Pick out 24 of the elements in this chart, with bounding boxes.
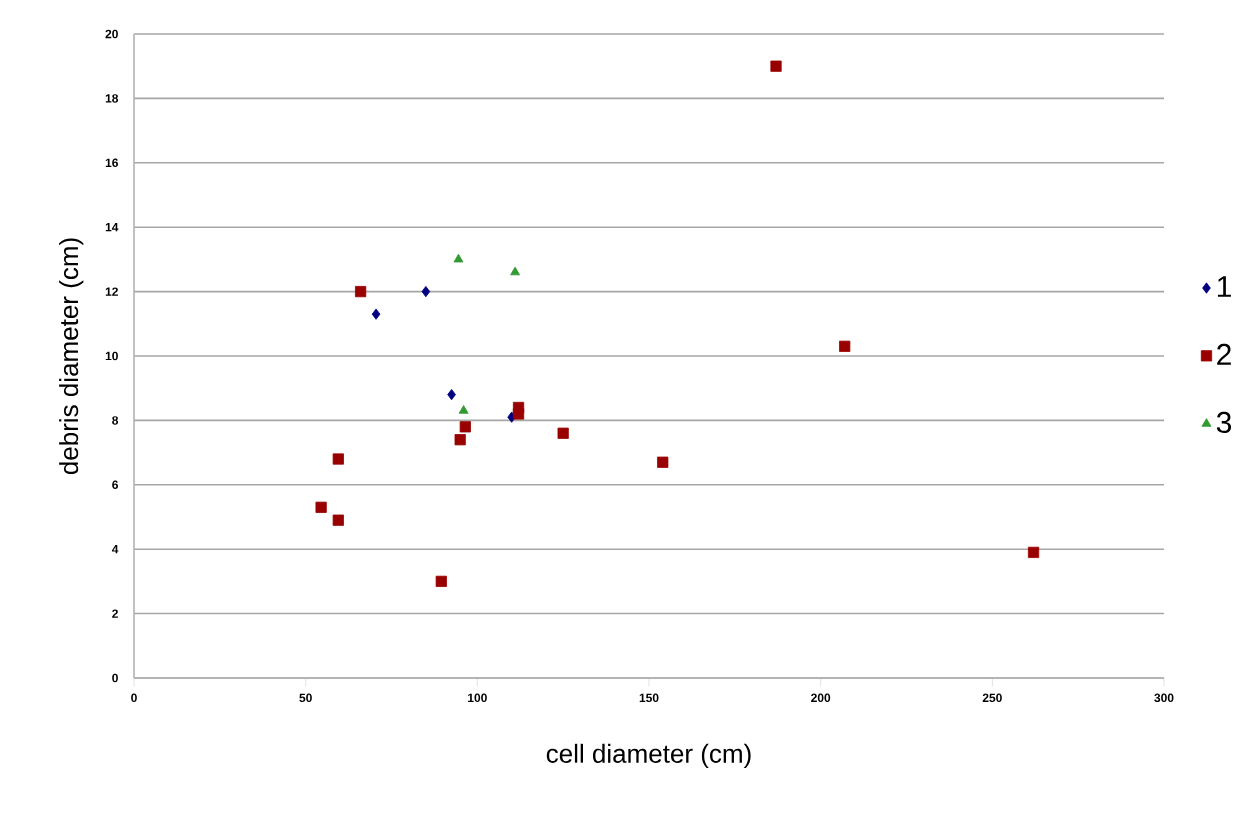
point <box>458 405 469 414</box>
point <box>421 285 431 298</box>
legend-label: 1 <box>1217 276 1231 297</box>
point <box>512 408 525 420</box>
point <box>1027 546 1040 558</box>
point <box>332 453 344 465</box>
legend-label: 3 <box>1216 411 1232 434</box>
x-axis-title: cell diameter (cm) <box>546 743 751 769</box>
point <box>510 266 521 276</box>
point <box>454 434 466 446</box>
point <box>770 60 782 72</box>
point <box>459 421 471 433</box>
point <box>453 253 464 263</box>
point <box>371 308 381 320</box>
point <box>435 575 447 587</box>
point <box>839 340 851 352</box>
point <box>557 427 569 439</box>
point <box>355 285 367 298</box>
point <box>332 514 344 526</box>
point <box>657 456 669 468</box>
y-axis-title: debris diameter (cm) <box>59 238 84 475</box>
point <box>447 389 456 401</box>
legend-label: 2 <box>1217 343 1231 365</box>
point <box>315 501 327 513</box>
